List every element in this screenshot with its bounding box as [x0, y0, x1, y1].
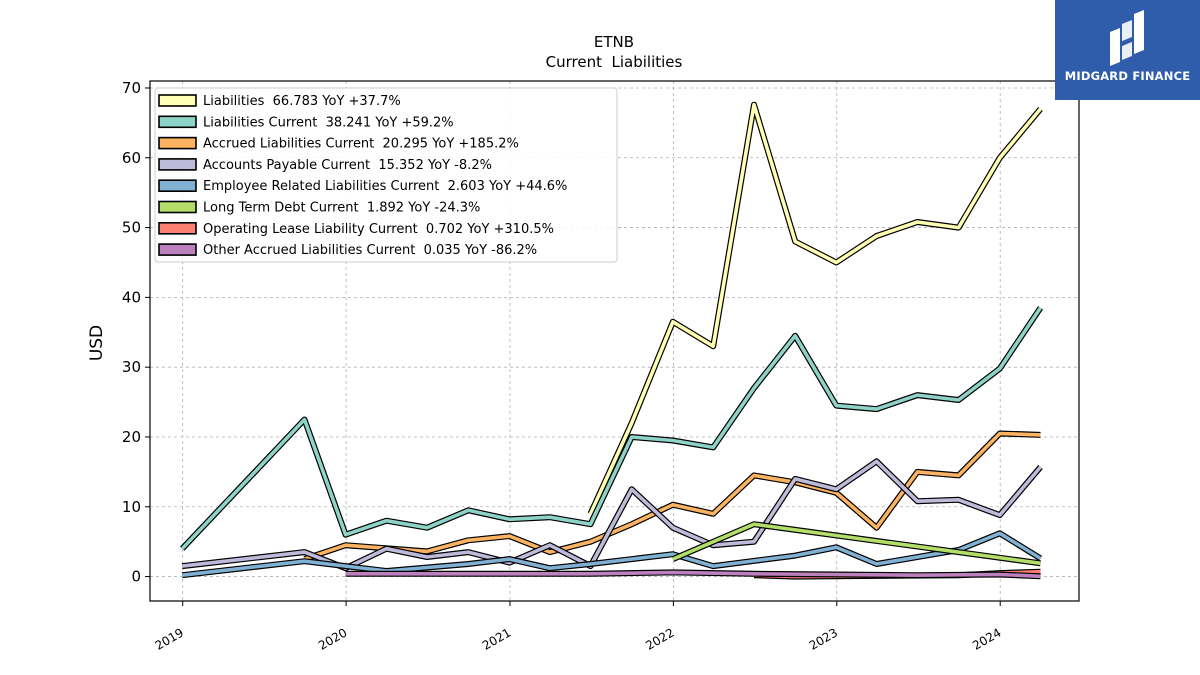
legend-box: [154, 87, 618, 263]
x-tick-label: 2021: [480, 625, 513, 652]
legend-swatch-3: [158, 158, 197, 171]
x-tick-label: 2022: [643, 625, 676, 652]
legend-entry-7: Other Accrued Liabilities Current 0.035 …: [203, 243, 537, 258]
brand-logo: MIDGARD FINANCE: [1055, 0, 1200, 100]
series-outline-1: [180, 306, 1043, 551]
chart-subtitle: Current Liabilities: [546, 53, 683, 71]
y-tick-label: 50: [122, 219, 141, 237]
series-outline-0: [587, 101, 1043, 516]
chart-title: ETNB: [594, 33, 634, 51]
legend-entry-2: Accrued Liabilities Current 20.295 YoY +…: [203, 137, 519, 152]
legend-swatch-7: [158, 243, 197, 256]
legend-swatch-4: [158, 179, 197, 192]
brand-mark-icon: [1110, 10, 1144, 66]
y-tick-label: 10: [122, 498, 141, 516]
legend-swatch-2: [158, 136, 197, 150]
legend-entry-0: Liabilities 66.783 YoY +37.7%: [203, 94, 401, 109]
series-line-3: [181, 459, 1042, 570]
legend-entry-1: Liabilities Current 38.241 YoY +59.2%: [203, 115, 454, 130]
y-tick-label: 60: [122, 149, 141, 167]
series-line-5: [672, 522, 1041, 566]
y-tick-label: 0: [131, 568, 141, 586]
x-tick-label: 2020: [316, 625, 349, 652]
legend-swatch-5: [158, 200, 197, 214]
plot-frame: [149, 80, 1080, 602]
legend-entry-5: Long Term Debt Current 1.892 YoY -24.3%: [203, 201, 480, 216]
legend-entry-4: Employee Related Liabilities Current 2.6…: [203, 179, 567, 194]
legend-swatch-6: [158, 222, 197, 235]
y-axis-label: USD: [87, 325, 107, 361]
series-line-1: [180, 306, 1042, 550]
y-tick-label: 30: [122, 358, 141, 376]
x-tick-label: 2019: [153, 625, 186, 652]
legend-entry-6: Operating Lease Liability Current 0.702 …: [203, 222, 554, 237]
series-line-2: [303, 431, 1041, 561]
y-tick-label: 70: [122, 79, 141, 97]
y-tick-label: 20: [122, 428, 141, 446]
y-tick-label: 40: [122, 288, 141, 306]
series-line-7: [345, 570, 1041, 579]
brand-name: MIDGARD FINANCE: [1064, 69, 1191, 83]
series-line-4: [181, 531, 1042, 577]
legend-swatch-0: [158, 94, 197, 107]
series-layer: [180, 101, 1043, 580]
series-line-0: [588, 102, 1042, 515]
legend: Liabilities 66.783 YoY +37.7% Liabilities…: [154, 87, 618, 263]
series-outline-2: [303, 430, 1041, 562]
legend-entry-3: Accounts Payable Current 15.352 YoY -8.2…: [203, 158, 492, 173]
x-tick-label: 2024: [970, 625, 1003, 652]
x-tick-label: 2023: [807, 625, 840, 652]
legend-swatch-1: [158, 115, 197, 129]
